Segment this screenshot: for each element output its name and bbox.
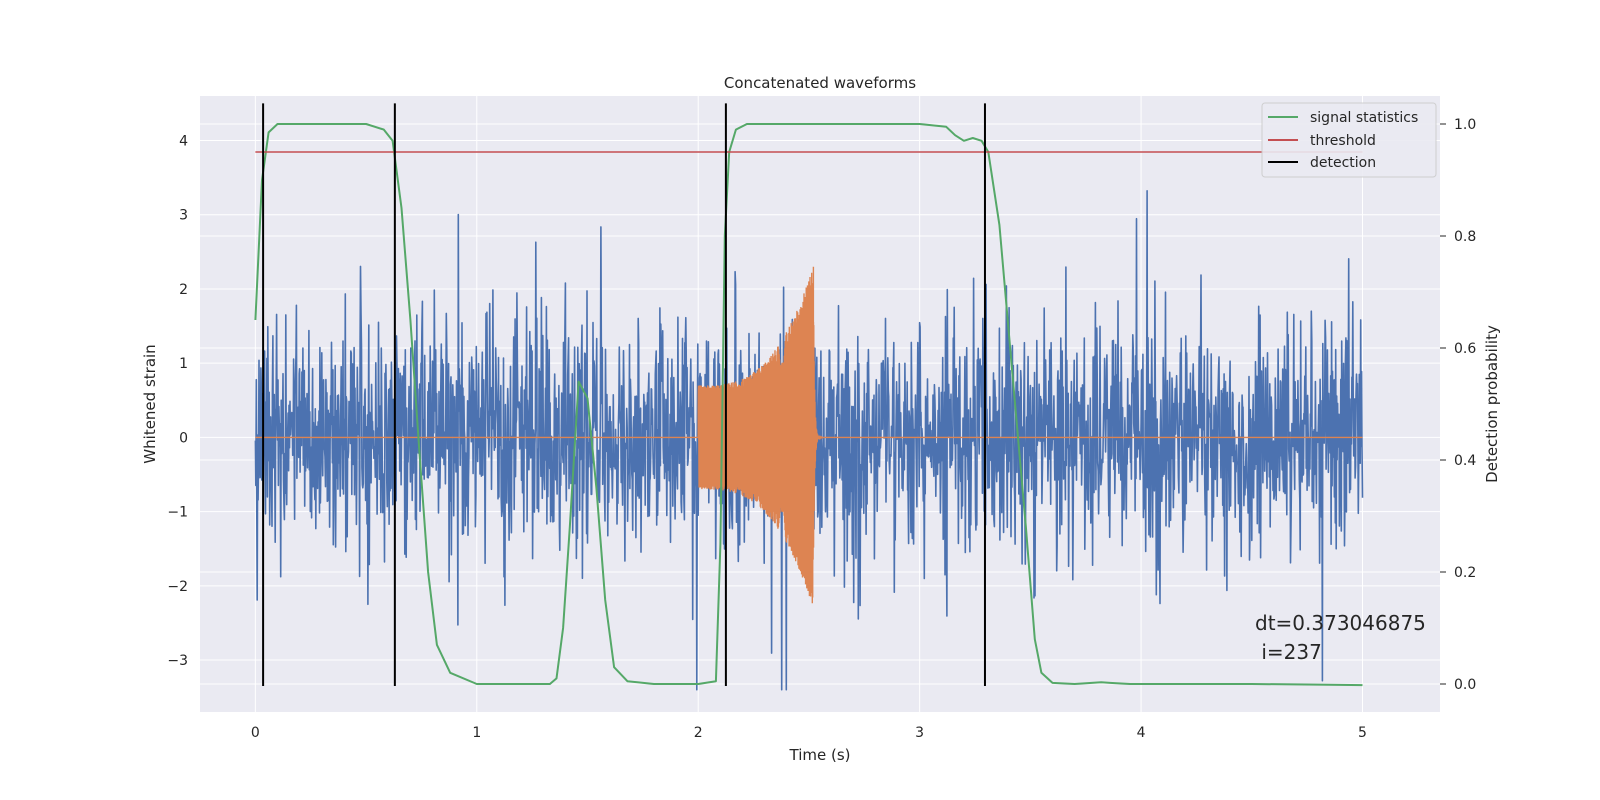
x-axis-label: Time (s) xyxy=(789,746,851,764)
x-axis-ticks: 0 1 2 3 4 5 xyxy=(251,725,1367,741)
legend-box xyxy=(1261,102,1437,178)
legend-label-threshold: threshold xyxy=(1310,133,1376,149)
y-tick-label: 0 xyxy=(179,430,188,446)
legend-label-signal-statistics: signal statistics xyxy=(1310,110,1418,126)
y2-axis-label: Detection probability xyxy=(1483,325,1501,483)
y-tick-label: 3 xyxy=(179,208,188,224)
y-tick-label: 2 xyxy=(179,282,188,298)
annotation-dt: dt=0.373046875 xyxy=(1255,611,1426,635)
detection-series xyxy=(262,103,986,687)
y-tick-label: 4 xyxy=(179,134,188,150)
signal-statistics-series xyxy=(254,123,1363,687)
y-tick-label: −3 xyxy=(167,653,188,669)
x-tick-label: 0 xyxy=(251,725,260,741)
legend: signal statistics threshold detection xyxy=(1261,102,1437,178)
chart-title: Concatenated waveforms xyxy=(724,74,916,92)
y2-tick-label: 0.2 xyxy=(1454,565,1476,581)
y-tick-label: −1 xyxy=(167,505,188,521)
x-tick-label: 4 xyxy=(1137,725,1146,741)
y2-axis-ticks: 0.0 0.2 0.4 0.6 0.8 1.0 xyxy=(1440,117,1476,693)
annotation-index: i=237 xyxy=(1255,640,1322,664)
y2-tick-label: 1.0 xyxy=(1454,117,1476,133)
x-tick-label: 5 xyxy=(1358,725,1367,741)
legend-label-detection: detection xyxy=(1310,155,1376,171)
y-tick-label: −2 xyxy=(167,579,188,595)
x-tick-label: 3 xyxy=(915,725,924,741)
y2-tick-label: 0.6 xyxy=(1454,341,1476,357)
x-tick-label: 1 xyxy=(472,725,481,741)
signal-statistics-line xyxy=(254,123,1363,687)
x-tick-label: 2 xyxy=(694,725,703,741)
y2-tick-label: 0.4 xyxy=(1454,453,1476,469)
y2-tick-label: 0.0 xyxy=(1454,677,1476,693)
y-axis-ticks: −3 −2 −1 0 1 2 3 4 xyxy=(167,134,188,670)
y-tick-label: 1 xyxy=(179,356,188,372)
y-axis-label: Whitened strain xyxy=(141,344,159,463)
y2-tick-label: 0.8 xyxy=(1454,229,1476,245)
